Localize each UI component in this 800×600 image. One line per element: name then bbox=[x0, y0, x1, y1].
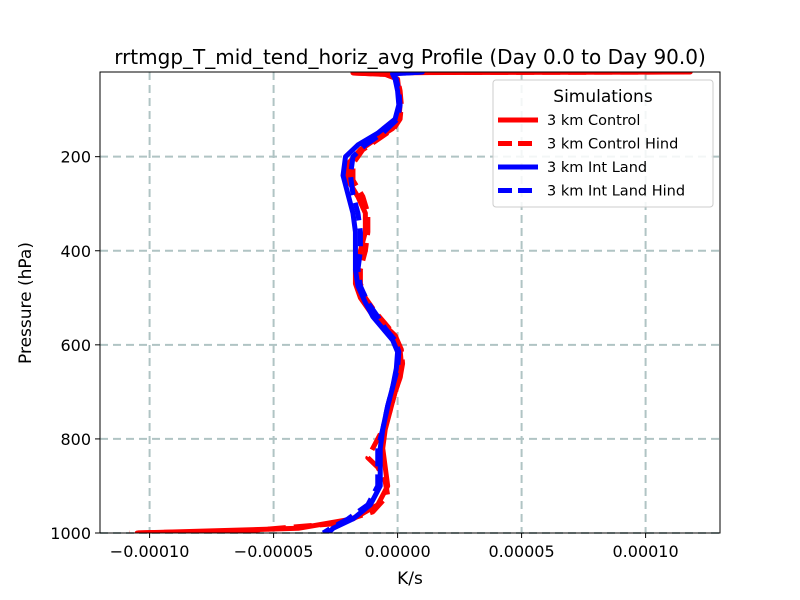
x-tick-label: −0.00005 bbox=[234, 542, 314, 561]
x-tick-label: −0.00010 bbox=[110, 542, 190, 561]
legend: Simulations 3 km Control 3 km Control Hin… bbox=[492, 79, 714, 208]
grid bbox=[100, 72, 720, 534]
y-tick-label: 200 bbox=[60, 148, 91, 167]
legend-title: Simulations bbox=[553, 87, 653, 107]
legend-label: 3 km Int Land Hind bbox=[547, 184, 685, 200]
legend-label: 3 km Control bbox=[547, 113, 640, 129]
legend-box bbox=[492, 79, 714, 208]
y-tick-label: 400 bbox=[60, 242, 91, 261]
ticks: −0.00010 −0.00005 0.00000 0.00005 0.00010 200… bbox=[50, 148, 678, 561]
y-tick-label: 800 bbox=[60, 430, 91, 449]
legend-label: 3 km Int Land bbox=[547, 160, 647, 176]
chart-title: rrtmgp_T_mid_tend_horiz_avg Profile (Day… bbox=[114, 45, 706, 69]
x-tick-label: 0.00010 bbox=[613, 542, 679, 561]
series-layer bbox=[129, 72, 693, 533]
legend-label: 3 km Control Hind bbox=[547, 137, 678, 153]
y-tick-label: 1000 bbox=[50, 524, 91, 543]
x-tick-label: 0.00005 bbox=[489, 542, 555, 561]
y-axis-label: Pressure (hPa) bbox=[16, 242, 36, 364]
plot-frame bbox=[99, 71, 721, 534]
series-line-3-km-int-land-hind bbox=[321, 72, 423, 533]
y-tick-label: 600 bbox=[60, 336, 91, 355]
x-axis-label: K/s bbox=[397, 569, 423, 589]
x-tick-label: 0.00000 bbox=[365, 542, 431, 561]
